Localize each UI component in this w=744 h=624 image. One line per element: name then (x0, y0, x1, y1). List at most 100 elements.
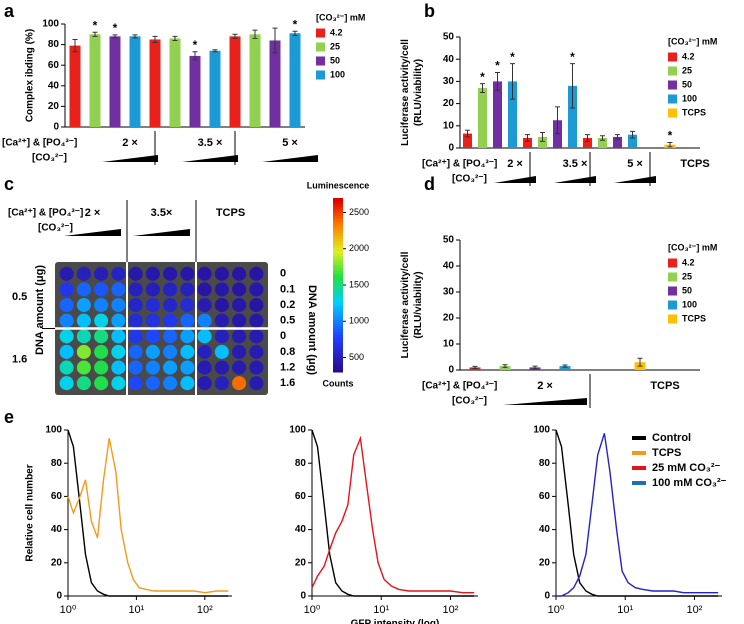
y-tick-label: 50 (443, 32, 455, 43)
well (145, 329, 160, 344)
colorbar-step (333, 366, 343, 370)
well (59, 329, 74, 344)
well (94, 376, 109, 391)
x-tick-label: 10⁰ (304, 604, 321, 616)
colorbar-step (333, 209, 343, 213)
well (94, 282, 109, 297)
well (76, 344, 91, 359)
well (214, 329, 229, 344)
significance: * (93, 18, 98, 32)
significance: * (480, 70, 485, 84)
well (249, 266, 264, 281)
bar (69, 45, 81, 127)
x-tick-label: 5 × (282, 137, 298, 149)
y-tick-label: 20 (51, 557, 63, 568)
error-bar (502, 364, 508, 368)
y-tick-label: 10 (443, 339, 455, 350)
legend-label: 100 (682, 93, 697, 103)
well (249, 282, 264, 297)
colorbar-step (333, 244, 343, 248)
colorbar-step (333, 215, 343, 219)
well (128, 282, 143, 297)
x-tick-label: 10⁰ (548, 604, 565, 616)
bar (109, 36, 121, 127)
error-bar (152, 35, 158, 44)
well (214, 266, 229, 281)
x-row-label: [Ca²⁺] & [PO₄³⁻] (2, 138, 77, 149)
legend-label: TCPS (682, 313, 706, 323)
colorbar-step (333, 319, 343, 324)
well (59, 266, 74, 281)
row-group-label: 0.5 (12, 291, 27, 303)
legend-swatch (668, 272, 677, 282)
well (163, 329, 178, 344)
colorbar-step (333, 334, 343, 338)
error-bar (532, 365, 538, 370)
well (232, 266, 247, 281)
colorbar-step (333, 200, 343, 205)
colorbar-label: 2000 (349, 243, 369, 253)
well (232, 282, 247, 297)
colorbar-step (333, 345, 343, 350)
legend-label: 100 (330, 69, 345, 79)
row-group-label: 1.6 (12, 354, 27, 366)
y-axis-label: Luciferase activity/cell (400, 39, 411, 146)
colorbar-step (333, 282, 343, 286)
well (145, 266, 160, 281)
significance: * (193, 38, 198, 52)
colorbar-unit: Counts (323, 378, 354, 388)
colorbar-step (333, 198, 343, 202)
y-tick-label: 30 (443, 287, 455, 298)
well (59, 313, 74, 328)
x-tick-label: 10² (197, 604, 213, 616)
colorbar-step (333, 328, 343, 332)
well (197, 344, 212, 359)
y-tick-label: 50 (443, 235, 455, 246)
well (128, 266, 143, 281)
legend-swatch (668, 80, 677, 90)
well (111, 344, 126, 359)
colorbar-step (333, 221, 343, 225)
well (111, 298, 126, 313)
bar (269, 40, 281, 128)
well (197, 376, 212, 391)
x-tick-label: 2 × (537, 380, 553, 392)
x-row-label: [CO₃²⁻] (38, 223, 73, 234)
legend-swatch (668, 66, 677, 76)
legend-label: TCPS (652, 447, 681, 459)
bar (249, 34, 261, 127)
well (111, 329, 126, 344)
wedge (494, 176, 536, 183)
colorbar-step (333, 308, 343, 312)
error-bar (132, 34, 138, 39)
well (197, 266, 212, 281)
colorbar-step (333, 296, 343, 300)
colorbar-step (333, 351, 343, 356)
x-row-label: [CO₃²⁻] (452, 396, 487, 407)
bar (89, 34, 101, 127)
well (94, 266, 109, 281)
well (94, 360, 109, 375)
legend-label: 4.2 (682, 51, 695, 61)
well (59, 344, 74, 359)
legend-label: 50 (682, 285, 692, 295)
colorbar-step (333, 357, 343, 361)
x-tick-label: 3.5 × (198, 137, 223, 149)
legend-label: 25 (682, 65, 692, 75)
x-tick-label: 10⁰ (60, 604, 77, 616)
well (163, 313, 178, 328)
well (145, 313, 160, 328)
well (76, 282, 91, 297)
y-tick-label: 30 (443, 76, 455, 87)
well (214, 344, 229, 359)
legend-label: 100 (682, 299, 697, 309)
well (76, 360, 91, 375)
wedge (262, 155, 318, 162)
wedge (614, 176, 656, 183)
bar (523, 138, 532, 148)
well (163, 282, 178, 297)
legend-swatch (668, 52, 677, 62)
histogram-line (555, 429, 719, 597)
colorbar-step (333, 311, 343, 315)
bar (538, 136, 547, 148)
